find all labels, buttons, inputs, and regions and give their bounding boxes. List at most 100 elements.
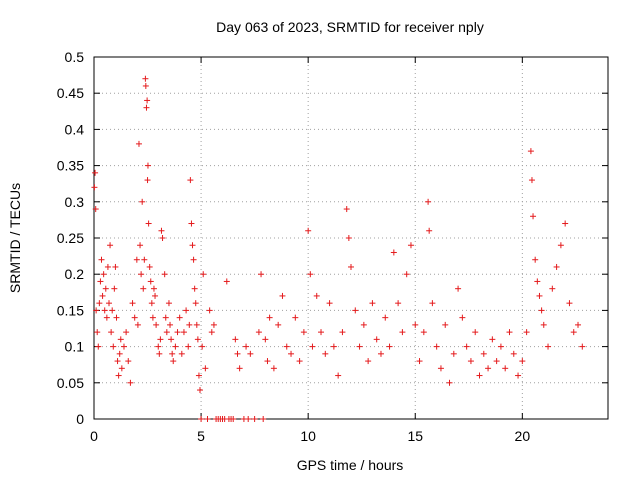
data-point <box>152 292 159 299</box>
data-point <box>403 271 410 278</box>
data-point <box>527 148 534 155</box>
data-point <box>108 329 115 336</box>
data-point <box>162 314 169 321</box>
data-points <box>91 75 586 422</box>
data-point <box>95 343 102 350</box>
data-point <box>200 271 207 278</box>
data-point <box>157 336 164 343</box>
data-point <box>309 343 316 350</box>
data-point <box>142 75 149 82</box>
data-point <box>450 350 457 357</box>
data-point <box>145 220 152 227</box>
data-point <box>195 372 202 379</box>
data-point <box>266 314 273 321</box>
data-point <box>395 300 402 307</box>
data-point <box>99 292 106 299</box>
data-point <box>382 314 389 321</box>
data-point <box>187 177 194 184</box>
y-tick-label: 0.15 <box>57 302 84 318</box>
data-point <box>313 292 320 299</box>
data-point <box>407 242 414 249</box>
data-point <box>144 162 151 169</box>
data-point <box>230 416 237 422</box>
data-point <box>142 82 149 89</box>
chart-title: Day 063 of 2023, SRMTID for receiver npl… <box>216 19 484 35</box>
data-point <box>91 184 98 191</box>
data-point <box>575 321 582 328</box>
data-point <box>532 256 539 263</box>
data-point <box>180 329 187 336</box>
data-point <box>502 365 509 372</box>
data-point <box>94 329 101 336</box>
data-point <box>143 104 150 111</box>
data-point <box>110 343 117 350</box>
y-tick-label: 0.5 <box>65 49 85 65</box>
data-point <box>188 220 195 227</box>
data-point <box>245 416 252 422</box>
data-point <box>369 300 376 307</box>
data-point <box>515 372 522 379</box>
data-point <box>536 292 543 299</box>
data-point <box>192 300 199 307</box>
data-point <box>190 256 197 263</box>
data-point <box>115 372 122 379</box>
data-point <box>243 343 250 350</box>
data-point <box>549 285 556 292</box>
data-point <box>296 358 303 365</box>
data-point <box>113 314 120 321</box>
data-point <box>98 256 105 263</box>
data-point <box>545 343 552 350</box>
data-point <box>155 343 162 350</box>
data-point <box>485 365 492 372</box>
data-point <box>352 307 359 314</box>
data-point <box>92 206 99 213</box>
data-point <box>345 235 352 241</box>
data-point <box>538 307 545 314</box>
data-point <box>437 365 444 372</box>
data-point <box>165 300 172 307</box>
data-point <box>117 336 124 343</box>
data-point <box>553 263 560 270</box>
data-point <box>455 285 462 292</box>
data-point <box>169 350 176 357</box>
data-point <box>168 336 175 343</box>
data-point <box>260 416 267 422</box>
x-axis-label: GPS time / hours <box>297 457 404 473</box>
y-tick-label: 0.4 <box>65 121 85 137</box>
data-point <box>356 343 363 350</box>
data-point <box>92 169 99 176</box>
y-tick-label: 0.05 <box>57 375 84 391</box>
data-point <box>399 329 406 336</box>
data-point <box>105 300 112 307</box>
data-point <box>557 242 564 249</box>
data-point <box>186 321 193 328</box>
data-point <box>125 358 132 365</box>
data-point <box>255 329 262 336</box>
data-point <box>103 314 110 321</box>
data-point <box>425 198 432 205</box>
data-point <box>360 321 367 328</box>
data-point <box>534 278 541 285</box>
data-point <box>189 242 196 249</box>
data-point <box>566 300 573 307</box>
data-point <box>247 350 254 357</box>
x-tick-label: 5 <box>197 428 205 444</box>
y-tick-label: 0.2 <box>65 266 85 282</box>
x-tick-label: 0 <box>90 428 98 444</box>
data-point <box>506 329 513 336</box>
data-point <box>170 358 177 365</box>
data-point <box>339 329 346 336</box>
data-point <box>111 285 118 292</box>
data-point <box>100 271 107 278</box>
data-point <box>223 278 230 285</box>
data-point <box>185 343 192 350</box>
data-point <box>236 365 243 372</box>
data-point <box>176 314 183 321</box>
data-point <box>183 307 190 314</box>
data-point <box>96 300 103 307</box>
data-point <box>429 300 436 307</box>
x-tick-label: 10 <box>300 428 316 444</box>
data-point <box>158 227 165 234</box>
data-point <box>562 220 569 227</box>
data-point <box>386 343 393 350</box>
